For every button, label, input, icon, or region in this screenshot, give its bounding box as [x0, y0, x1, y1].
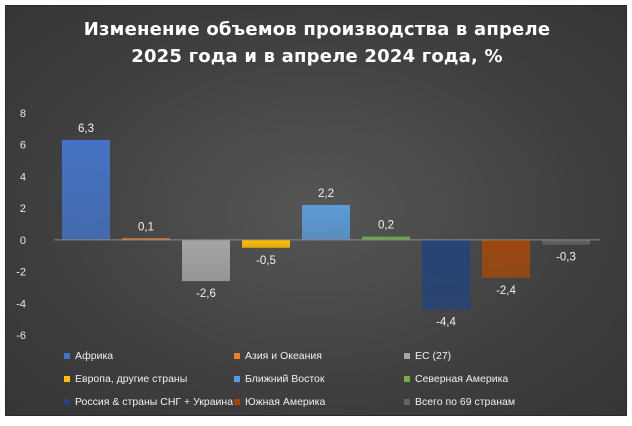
bar-5 — [302, 204, 350, 240]
legend-swatch — [234, 353, 240, 359]
y-tick-label: -2 — [16, 267, 26, 279]
bar-1 — [62, 139, 110, 240]
legend-swatch — [234, 376, 240, 382]
y-tick-label: -4 — [16, 298, 26, 310]
legend-swatch — [234, 399, 240, 405]
legend-swatch — [64, 399, 70, 405]
y-tick-label: -6 — [16, 330, 26, 342]
y-tick-label: 0 — [20, 235, 26, 247]
legend-item: Южная Америка — [234, 394, 404, 410]
legend-label: Южная Америка — [245, 396, 326, 408]
legend-item: Северная Америка — [404, 371, 574, 387]
legend-item: Азия и Океания — [234, 348, 404, 364]
legend-swatch — [404, 399, 410, 405]
legend-label: Европа, другие страны — [75, 373, 188, 385]
data-label: -2,6 — [196, 288, 216, 300]
data-label: 6,3 — [78, 123, 94, 135]
legend-swatch — [404, 376, 410, 382]
legend-label: Россия & страны СНГ + Украина — [75, 396, 234, 408]
data-label: 0,1 — [138, 221, 154, 233]
legend-item: Россия & страны СНГ + Украина — [64, 394, 234, 410]
legend-label: ЕС (27) — [415, 350, 452, 362]
data-label: -4,4 — [436, 317, 456, 329]
legend-label: Африка — [75, 350, 114, 362]
legend-item: Европа, другие страны — [64, 371, 234, 387]
legend-swatch — [64, 353, 70, 359]
legend-label: Азия и Океания — [245, 350, 322, 362]
legend-swatch — [404, 353, 410, 359]
bar-2 — [122, 238, 170, 241]
bar-8 — [482, 239, 530, 278]
y-tick-label: 2 — [20, 203, 26, 215]
data-label: 2,2 — [318, 188, 334, 200]
bar-3 — [182, 239, 230, 282]
data-label: -2,4 — [496, 285, 516, 297]
legend-item: Ближний Восток — [234, 371, 404, 387]
legend-item: Всего по 69 странам — [404, 394, 574, 410]
bar-6 — [362, 236, 410, 240]
data-label: -0,5 — [256, 255, 276, 267]
legend-item: Африка — [64, 348, 234, 364]
data-label: -0,3 — [556, 252, 576, 264]
legend: Африка Азия и Океания ЕС (27) Европа, други… — [64, 348, 604, 410]
bar-4 — [242, 239, 290, 248]
legend-swatch — [64, 376, 70, 382]
legend-label: Всего по 69 странам — [415, 396, 516, 408]
legend-label: Ближний Восток — [245, 373, 325, 385]
legend-item: ЕС (27) — [404, 348, 574, 364]
legend-label: Северная Америка — [415, 373, 509, 385]
chart-container: Изменение объемов производства в апреле … — [5, 5, 627, 416]
bar-7 — [422, 239, 470, 310]
bar-9 — [542, 239, 590, 245]
plot-area: -6 -4 -2 0 2 4 6 8 6,3 0,1 -2,6 -0,5 2,2 0,2 -4,4 -2,4 -… — [16, 108, 600, 342]
y-tick-label: 4 — [20, 171, 26, 183]
y-tick-label: 6 — [20, 140, 26, 152]
data-label: 0,2 — [378, 220, 394, 232]
y-tick-label: 8 — [20, 108, 26, 120]
chart-title: Изменение объемов производства в апреле … — [83, 19, 551, 67]
